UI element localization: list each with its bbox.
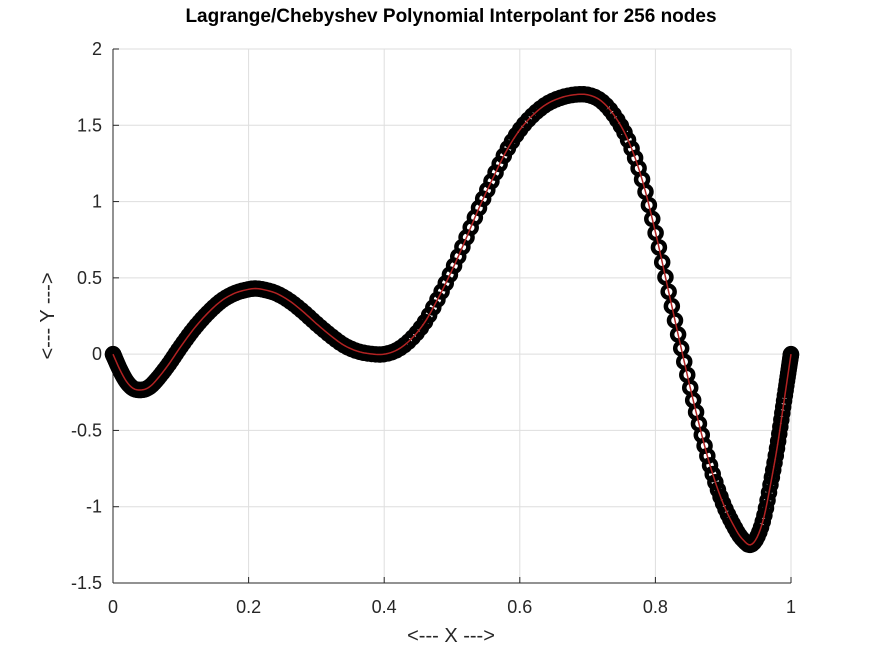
y-tick-label: 1.5: [77, 115, 102, 135]
node-marker: [701, 457, 719, 474]
node-marker: [771, 425, 788, 443]
node-marker: [647, 224, 664, 242]
interpolant-line: [112, 93, 792, 546]
y-tick-label: 1: [92, 192, 102, 212]
node-marker: [657, 268, 674, 286]
node-marker: [660, 283, 677, 301]
node-marker: [759, 492, 776, 509]
y-tick-label: -0.5: [71, 420, 102, 440]
node-marker: [762, 476, 779, 494]
x-tick-label: 1: [786, 597, 796, 617]
node-marker: [663, 297, 681, 315]
x-tick-label: 0.8: [643, 597, 668, 617]
y-tick-label: 0.5: [77, 268, 102, 288]
node-marker: [760, 484, 778, 501]
x-tick-label: 0.6: [507, 597, 532, 617]
chart-title: Lagrange/Chebyshev Polynomial Interpolan…: [185, 6, 716, 27]
x-tick-label: 0.4: [372, 597, 397, 617]
node-marker: [707, 473, 724, 491]
node-marker: [644, 210, 661, 228]
node-marker: [766, 454, 783, 472]
node-marker: [704, 465, 721, 483]
node-marker: [653, 253, 671, 271]
y-tick-label: -1: [86, 497, 102, 517]
node-marker: [756, 507, 773, 524]
node-marker: [757, 499, 775, 517]
node-marker: [767, 447, 785, 464]
tick-labels: 0 0.2 0.4 0.6 0.8 1 -1.5 -1 -0.5 0 0.5 1 1.5 2: [71, 39, 796, 617]
node-marker: [768, 440, 786, 457]
y-tick-label: 0: [92, 344, 102, 364]
x-axis-label: <--- X --->: [407, 625, 495, 647]
node-marker: [640, 196, 658, 214]
node-marker: [669, 326, 687, 343]
node-marker: [650, 239, 668, 256]
data-series: [104, 85, 800, 554]
node-marker: [782, 345, 800, 363]
node-marker: [666, 312, 684, 329]
node-marker: [769, 432, 787, 450]
axes: [112, 48, 792, 584]
y-axis-label: <--- Y --->: [37, 272, 59, 359]
y-tick-label: 2: [92, 39, 102, 59]
node-marker: [763, 469, 781, 486]
x-tick-label: 0.2: [236, 597, 261, 617]
grid: [112, 48, 792, 584]
x-tick-label: 0: [108, 597, 118, 617]
y-tick-label: -1.5: [71, 573, 102, 593]
node-marker: [764, 461, 782, 479]
